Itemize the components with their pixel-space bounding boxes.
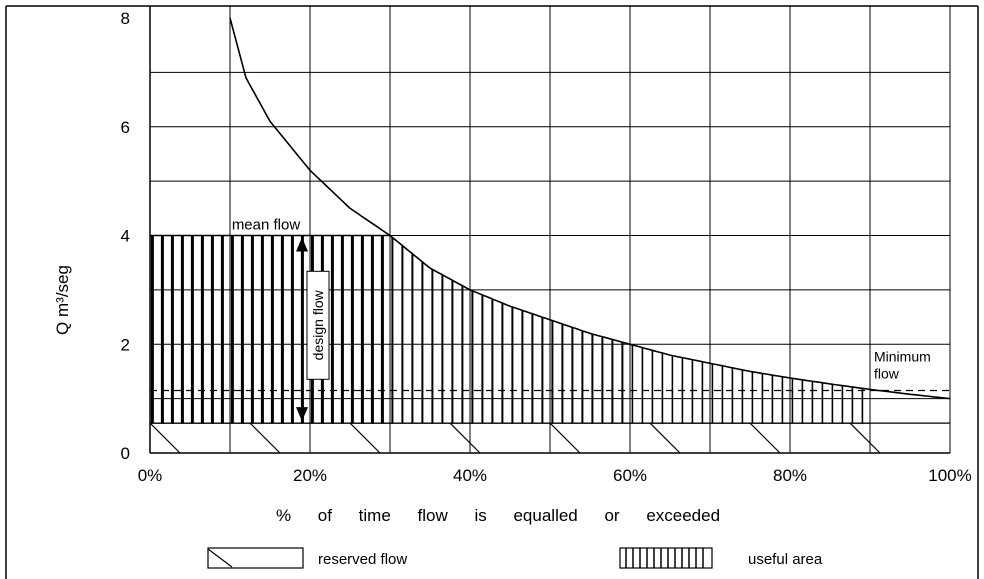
- curve-group: [150, 17, 951, 400]
- legend-swatch-useful: [619, 547, 713, 569]
- y-tick-label: 0: [121, 444, 130, 463]
- design-flow-label: design flow: [310, 289, 326, 360]
- x-tick-label: 100%: [928, 466, 971, 485]
- design-flow-arrow-up: [296, 237, 308, 252]
- design-flow-arrow-down: [296, 407, 308, 422]
- reserved-hatch-line: [149, 422, 181, 454]
- x-tick-label: 60%: [613, 466, 647, 485]
- design-flow-label-box: [306, 270, 330, 380]
- reserved-hatch-line: [849, 422, 881, 454]
- minimum-flow-label: Minimum: [874, 348, 931, 364]
- reserved-hatch-line: [349, 422, 381, 454]
- y-axis-title: Q m³/seg: [53, 265, 72, 335]
- flow-duration-curve: [229, 17, 951, 400]
- x-tick-label: 80%: [773, 466, 807, 485]
- axes: [149, 6, 950, 454]
- legend-item-useful: useful area: [619, 547, 823, 569]
- reserved-hatch-line: [749, 422, 781, 454]
- tick-labels: 0% 20% 40% 60% 80% 100% 0 2 4 6 8: [121, 9, 972, 485]
- y-tick-label: 6: [121, 118, 130, 137]
- x-tick-label: 40%: [453, 466, 487, 485]
- x-tick-label: 0%: [138, 466, 163, 485]
- reserved-hatch-line: [249, 422, 281, 454]
- mean-flow-label: mean flow: [232, 217, 301, 234]
- legend-swatch-reserved-diagonal: [207, 548, 233, 568]
- useful-area: [150, 234, 870, 424]
- minimum-flow-label-line2: flow: [874, 365, 900, 381]
- y-tick-label: 2: [121, 335, 130, 354]
- legend-label-useful: useful area: [748, 551, 823, 568]
- legend-label-reserved: reserved flow: [318, 551, 407, 568]
- legend-swatch-reserved: [207, 547, 304, 569]
- y-tick-label: 4: [121, 227, 130, 246]
- reserved-hatch-line: [649, 422, 681, 454]
- legend-swatch-useful-box: [619, 547, 713, 569]
- y-tick-label: 8: [121, 9, 130, 28]
- legend: reserved flow useful area: [207, 547, 823, 569]
- x-axis-title: % of time flow is equalled or exceeded: [276, 506, 720, 525]
- x-tick-label: 20%: [293, 466, 327, 485]
- reserved-hatch-line: [449, 422, 481, 454]
- reserved-hatch-line: [549, 422, 581, 454]
- legend-item-reserved: reserved flow: [207, 547, 407, 569]
